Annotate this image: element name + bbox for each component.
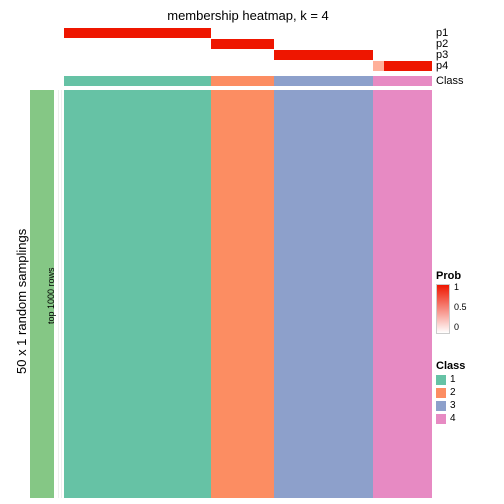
y-axis-sublabel: top 1000 rows (46, 267, 56, 324)
class-bar-segment (274, 76, 373, 86)
class-bar-segment (373, 76, 432, 86)
prob-segment (373, 61, 384, 71)
legend-label: 1 (450, 374, 456, 385)
legend-class-title: Class (436, 360, 465, 372)
prob-row-label: p4 (436, 60, 448, 72)
heatmap-column (274, 90, 373, 498)
heatmap-column (373, 90, 432, 498)
prob-segment (384, 61, 432, 71)
legend-label: 3 (450, 400, 456, 411)
class-bar-label: Class (436, 75, 464, 87)
heatmap-column (64, 90, 211, 498)
legend-class-item: 4 (436, 413, 456, 424)
legend-prob-gradient (436, 284, 450, 334)
legend-prob-tick: 0.5 (454, 302, 467, 312)
prob-segment (64, 28, 211, 38)
class-bar-segment (64, 76, 211, 86)
legend-label: 4 (450, 413, 456, 424)
chart-title: membership heatmap, k = 4 (64, 8, 432, 23)
legend-swatch (436, 388, 446, 398)
heatmap-column (211, 90, 274, 498)
legend-prob-tick: 1 (454, 282, 459, 292)
row-annotation (58, 90, 62, 498)
legend-prob-title: Prob (436, 270, 461, 282)
legend-label: 2 (450, 387, 456, 398)
y-axis-label: 50 x 1 random samplings (14, 229, 29, 374)
legend-class-item: 3 (436, 400, 456, 411)
legend-swatch (436, 414, 446, 424)
legend-prob-tick: 0 (454, 322, 459, 332)
legend-swatch (436, 401, 446, 411)
legend-class-item: 2 (436, 387, 456, 398)
legend-class-item: 1 (436, 374, 456, 385)
prob-segment (274, 50, 373, 60)
prob-segment (211, 39, 274, 49)
legend-swatch (436, 375, 446, 385)
class-bar-segment (211, 76, 274, 86)
